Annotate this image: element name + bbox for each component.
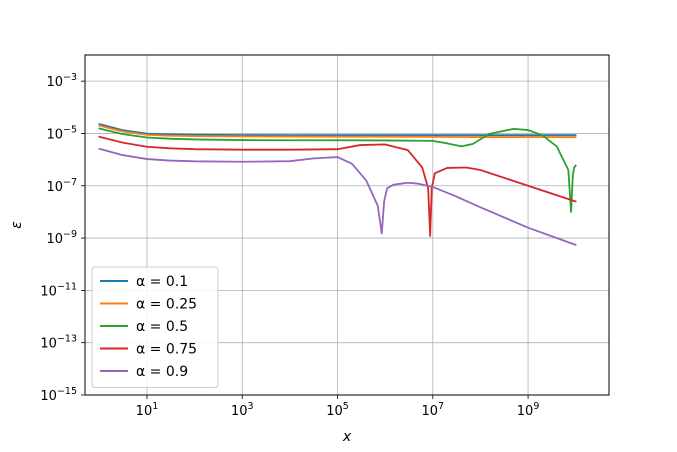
x-tick-label: 109 [517,401,540,419]
x-tick-label: 103 [231,401,254,419]
y-tick-label: 10−13 [40,334,77,352]
y-tick-label-base: 10 [40,389,57,404]
legend-entry: α = 0.25 [136,297,197,313]
axis-ticks: 101 103 105 107 10910−1510−1310−1110−910−710… [40,72,539,419]
series-line-5 [98,147,577,246]
y-tick-label-exponent: −5 [63,124,77,135]
y-tick-label: 10−7 [46,177,77,195]
legend-entry: α = 0.1 [136,274,188,290]
y-tick-label: 10−11 [40,281,77,299]
y-tick-label-base: 10 [40,284,57,299]
x-tick-label-base: 10 [421,404,438,419]
series-line-3 [98,127,577,213]
x-tick-label-base: 10 [136,404,153,419]
x-tick-label-exponent: 5 [343,401,349,412]
x-tick-label: 107 [421,401,444,419]
x-tick-label-exponent: 1 [152,401,158,412]
y-tick-label: 10−15 [40,386,77,404]
y-axis-label: ε [9,221,25,229]
plot-frame [84,54,610,396]
y-tick-label-exponent: −11 [57,281,77,292]
y-tick-label-base: 10 [40,337,57,352]
series-line-2 [98,124,577,139]
x-tick-label-exponent: 9 [533,401,539,412]
x-tick-label: 105 [326,401,349,419]
legend-entry: α = 0.5 [136,319,188,335]
y-tick-label-exponent: −9 [63,229,77,240]
x-axis-label: x [342,429,352,445]
y-tick-label: 10−9 [46,229,77,247]
legend-box [91,266,219,388]
series-line-1 [98,123,577,137]
x-tick-label-exponent: 3 [247,401,253,412]
legend: α = 0.1 α = 0.25 α = 0.5 α = 0.75 α = 0.9 [91,266,219,388]
x-tick-label-exponent: 7 [438,401,444,412]
series-layer [98,123,577,246]
x-tick-label-base: 10 [326,404,343,419]
y-tick-label: 10−3 [46,72,77,90]
y-tick-label-base: 10 [46,75,63,90]
series-line-4 [98,135,577,237]
x-tick-label-base: 10 [517,404,534,419]
x-tick-label: 101 [136,401,159,419]
y-tick-label-base: 10 [46,232,63,247]
legend-entry: α = 0.75 [136,342,197,358]
y-tick-label-base: 10 [46,180,63,195]
y-tick-label-base: 10 [46,127,63,142]
legend-entry: α = 0.9 [136,364,188,380]
y-tick-label-exponent: −3 [63,72,77,83]
y-tick-label-exponent: −7 [63,177,77,188]
y-tick-label-exponent: −13 [57,334,77,345]
x-tick-label-base: 10 [231,404,248,419]
y-tick-label: 10−5 [46,124,77,142]
y-tick-label-exponent: −15 [57,386,77,397]
